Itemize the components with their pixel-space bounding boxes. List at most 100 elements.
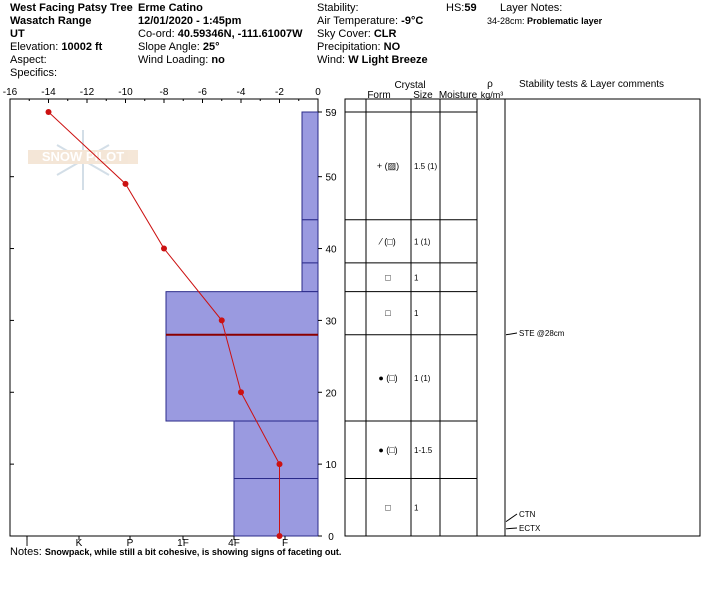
temperature-point: [122, 180, 129, 187]
layer-size: 1: [414, 503, 419, 512]
layer-notes-text: Problematic layer: [527, 16, 603, 26]
temperature-profile: [45, 109, 283, 539]
stability-test-pointer: [505, 513, 518, 523]
watermark-band: [28, 150, 138, 164]
temperature-axis: -16 -14 -12 -10 -8 -6 -4 -2 0: [3, 87, 321, 103]
layer-size: 1 (1): [414, 374, 431, 383]
notes-row: Notes: Snowpack, while still a bit cohes…: [10, 546, 341, 559]
temperature-point: [276, 533, 283, 539]
stability-test-label: ECTX: [519, 524, 541, 533]
stability-test-pointer: [505, 332, 518, 336]
hs-value: 59: [464, 2, 477, 14]
layer-size: 1: [414, 273, 419, 282]
range-name: Wasatch Range: [10, 15, 92, 27]
layer-form: □: [385, 502, 391, 512]
hardness-layers: [165, 111, 319, 537]
elevation-value: 10002 ft: [61, 41, 103, 53]
table-frame: [344, 98, 701, 537]
layer-form: ● (□): [378, 445, 397, 455]
layer-form: ● (□): [378, 373, 397, 383]
layer-size: 1: [414, 309, 419, 318]
observer-name: Erme Catino: [138, 2, 203, 14]
notes-text: Snowpack, while still a bit cohesive, is…: [44, 547, 342, 557]
precipitation-label: Precipitation:: [317, 41, 381, 53]
hardness-layer: [233, 420, 319, 480]
layer-notes-depth: 34-28cm:: [487, 16, 525, 26]
snowflake-icon: [56, 130, 110, 190]
temp-tick-label: -14: [41, 87, 56, 98]
hardness-tick-label: 1F: [177, 538, 189, 549]
hardness-layer: [301, 219, 319, 264]
temp-tick-label: -2: [275, 87, 284, 98]
header-comments: Stability tests & Layer comments: [519, 79, 664, 90]
hardness-tick-label: K: [76, 538, 83, 549]
sky-cover-value: CLR: [373, 28, 397, 40]
depth-tick-label: 0: [328, 532, 334, 543]
hardness-tick-label: P: [127, 538, 134, 549]
precipitation-row: Precipitation: NO: [317, 41, 400, 54]
hardness-tick-label: I: [26, 538, 29, 549]
hardness-axis: I K P 1F 4F F: [26, 536, 288, 549]
temp-tick-label: 0: [315, 87, 321, 98]
wind-loading-row: Wind Loading: no: [138, 54, 225, 67]
hardness-layer: [233, 478, 319, 537]
location-name: West Facing Patsy Tree: [10, 2, 133, 14]
observation-datetime: 12/01/2020 - 1:45pm: [138, 15, 242, 27]
depth-tick-label: 10: [325, 460, 337, 471]
layer-form: □: [385, 308, 391, 318]
wind-row: Wind: W Light Breeze: [317, 54, 428, 67]
air-temp-label: Air Temperature:: [317, 15, 399, 27]
layer-table: Crystal Form Size Moisture ρ kg/m³ Stabi…: [344, 79, 701, 537]
stability-test-label: STE @28cm: [519, 329, 565, 338]
temperature-point: [218, 317, 225, 324]
specifics-label: Specifics:: [10, 67, 58, 79]
notes-label: Notes:: [10, 546, 42, 558]
elevation-row: Elevation: 10002 ft: [10, 41, 102, 54]
temp-tick-label: -6: [198, 87, 207, 98]
depth-tick-label: 30: [325, 316, 337, 327]
hardness-layer: [301, 111, 319, 221]
snowpilot-watermark: SNOW PILOT: [28, 130, 138, 190]
wind-loading-value: no: [211, 54, 225, 66]
layer-form: + (▨): [377, 161, 399, 171]
air-temp-row: Air Temperature: -9°C: [317, 15, 423, 28]
hardness-tick-label: F: [282, 538, 288, 549]
layer-rows: + (▨) 1.5 (1) ⁄ (□) 1 (1) □ 1 □ 1 ● (□) 1 (1) ● (□…: [345, 111, 477, 512]
hardness-tick-label: 4F: [228, 538, 240, 549]
temp-tick-label: -4: [237, 87, 246, 98]
depth-tick-label: 40: [325, 245, 337, 256]
stability-tests: STE @28cm CTN ECTX: [505, 329, 565, 533]
depth-tick-label: 50: [325, 173, 337, 184]
hardness-layer: [165, 334, 319, 422]
temp-tick-label: -10: [118, 87, 133, 98]
header-size: Size: [413, 90, 433, 101]
temperature-point: [45, 109, 52, 115]
temp-tick-label: -16: [3, 87, 18, 98]
header-density-unit: kg/m³: [481, 90, 504, 100]
stability-label: Stability:: [317, 2, 359, 14]
stability-test-pointer: [505, 527, 518, 530]
watermark-text: SNOW PILOT: [42, 149, 124, 164]
header-form: Form: [367, 90, 390, 101]
wind-loading-label: Wind Loading:: [138, 54, 209, 66]
aspect-row: Aspect:: [10, 54, 47, 67]
stability-row: Stability:: [317, 2, 359, 15]
temperature-point: [161, 245, 167, 252]
hs-row: HS:59: [446, 2, 477, 15]
depth-tick-label: 59: [325, 108, 337, 119]
hardness-layer: [165, 291, 319, 336]
temp-tick-label: -12: [80, 87, 95, 98]
depth-tick-label: 20: [325, 388, 337, 399]
layer-form: ⁄ (□): [378, 236, 395, 246]
wind-label: Wind:: [317, 54, 346, 66]
hardness-layer: [301, 262, 319, 293]
stability-test-label: CTN: [519, 510, 536, 519]
layer-notes-label: Layer Notes:: [500, 2, 563, 14]
state-name: UT: [10, 28, 25, 40]
wind-value: W Light Breeze: [348, 54, 428, 66]
slope-row: Slope Angle: 25°: [138, 41, 219, 54]
elevation-label: Elevation:: [10, 41, 59, 53]
air-temp-value: -9°C: [401, 15, 424, 27]
coord-value: 40.59346N, -111.61007W: [177, 28, 303, 40]
